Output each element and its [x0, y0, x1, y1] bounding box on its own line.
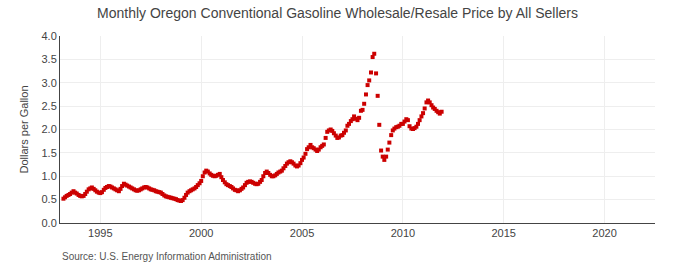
svg-text:2020: 2020	[592, 227, 616, 239]
svg-text:2.5: 2.5	[42, 100, 57, 112]
svg-text:2015: 2015	[491, 227, 515, 239]
svg-text:1995: 1995	[88, 227, 112, 239]
svg-text:1.5: 1.5	[42, 147, 57, 159]
svg-text:2000: 2000	[189, 227, 213, 239]
svg-text:4.0: 4.0	[42, 30, 57, 42]
svg-text:2010: 2010	[391, 227, 415, 239]
svg-text:Dollars per Gallon: Dollars per Gallon	[18, 85, 30, 173]
svg-text:Source: U.S. Energy Informatio: Source: U.S. Energy Information Administ…	[62, 251, 272, 262]
svg-text:3.0: 3.0	[42, 77, 57, 89]
svg-text:Monthly Oregon Conventional Ga: Monthly Oregon Conventional Gasoline Who…	[97, 5, 578, 21]
svg-text:0.5: 0.5	[42, 193, 57, 205]
svg-text:2.0: 2.0	[42, 123, 57, 135]
svg-text:3.5: 3.5	[42, 53, 57, 65]
svg-text:2005: 2005	[290, 227, 314, 239]
svg-text:1.0: 1.0	[42, 170, 57, 182]
svg-text:0.0: 0.0	[42, 217, 57, 229]
